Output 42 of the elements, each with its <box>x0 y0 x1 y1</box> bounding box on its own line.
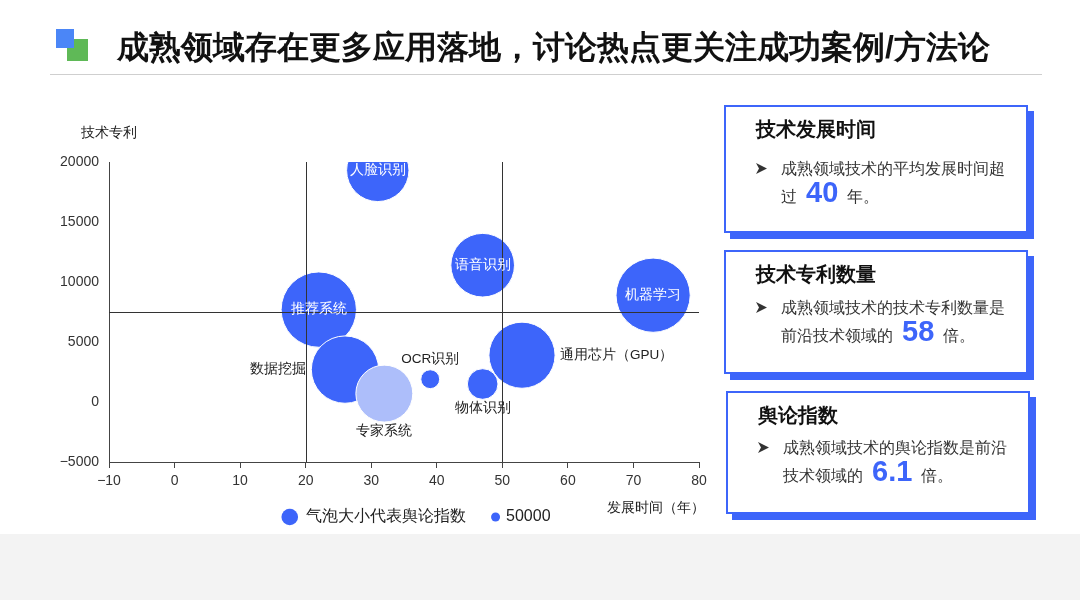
y-tick-label: 20000 <box>60 152 100 169</box>
chart-title: 成熟领域存在更多应用落地，讨论热点更关注成功案例/方法论 <box>117 28 990 67</box>
text: 前沿技术领域的 <box>781 327 893 344</box>
text: 倍。 <box>943 327 976 344</box>
annotation: 数据挖掘 <box>250 361 307 377</box>
text: 技术专利数量 <box>756 262 876 286</box>
text: 成熟领域技术的平均发展时间超 <box>781 160 1005 177</box>
annotation: 专家系统 <box>356 422 413 438</box>
y-axis-title: 技术专利 <box>80 124 137 140</box>
text: 技术领域的 <box>783 467 863 484</box>
x-tick-label: −10 <box>97 472 122 489</box>
x-tick-label: 60 <box>560 472 576 489</box>
text: 过 <box>781 188 797 205</box>
text: 倍。 <box>921 467 954 484</box>
text: 舆论指数 <box>758 403 838 427</box>
x-tick-label: 40 <box>428 472 445 489</box>
x-tick-label: 30 <box>363 472 380 489</box>
annotation: 通用芯片（GPU） <box>560 346 674 362</box>
text: 成熟领域技术的技术专利数量是 <box>781 299 1005 316</box>
y-tick-label: 10000 <box>60 272 100 289</box>
text: 40 <box>806 176 839 208</box>
text: 6.1 <box>872 455 913 487</box>
text: 58 <box>902 315 935 347</box>
x-axis-title: 发展时间（年） <box>607 499 705 515</box>
legend-label: 气泡大小代表舆论指数 <box>306 507 467 525</box>
y-tick-label: −5000 <box>59 452 100 469</box>
text: 成熟领域技术的舆论指数是前沿 <box>783 439 1007 456</box>
x-tick-label: 0 <box>170 472 179 489</box>
y-tick-label: 5000 <box>67 332 100 349</box>
annotation: 机器学习 <box>625 286 682 302</box>
y-tick-label: 0 <box>91 392 100 409</box>
annotation: OCR识别 <box>401 351 460 367</box>
text: 技术发展时间 <box>756 117 876 141</box>
y-tick-label: 15000 <box>60 212 100 229</box>
x-tick-label: 80 <box>691 472 707 489</box>
x-tick-label: 20 <box>297 472 314 489</box>
text: 年。 <box>847 188 880 205</box>
annotation: 人脸识别 <box>349 162 406 178</box>
x-tick-label: 10 <box>232 472 249 489</box>
legend-label: 50000 <box>506 507 551 525</box>
x-tick-label: 50 <box>494 472 511 489</box>
x-tick-label: 70 <box>625 472 642 489</box>
